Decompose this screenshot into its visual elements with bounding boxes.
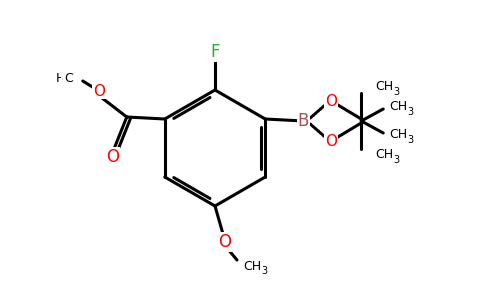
Text: C: C bbox=[64, 73, 73, 85]
Text: 3: 3 bbox=[61, 72, 68, 82]
Text: O: O bbox=[93, 83, 105, 98]
Text: O: O bbox=[218, 233, 231, 251]
Text: O: O bbox=[106, 148, 119, 166]
Text: 3: 3 bbox=[261, 266, 267, 276]
Text: CH: CH bbox=[375, 80, 393, 94]
Text: 3: 3 bbox=[407, 135, 413, 145]
Text: H: H bbox=[55, 73, 65, 85]
Text: 3: 3 bbox=[393, 155, 399, 165]
Text: O: O bbox=[325, 134, 337, 148]
Text: CH: CH bbox=[375, 148, 393, 161]
Text: B: B bbox=[298, 112, 309, 130]
Text: O: O bbox=[325, 94, 337, 109]
Text: 3: 3 bbox=[393, 87, 399, 97]
Text: CH: CH bbox=[389, 100, 408, 113]
Text: F: F bbox=[210, 43, 220, 61]
Text: CH: CH bbox=[389, 128, 408, 142]
Text: 3: 3 bbox=[407, 107, 413, 117]
Text: CH: CH bbox=[243, 260, 261, 272]
